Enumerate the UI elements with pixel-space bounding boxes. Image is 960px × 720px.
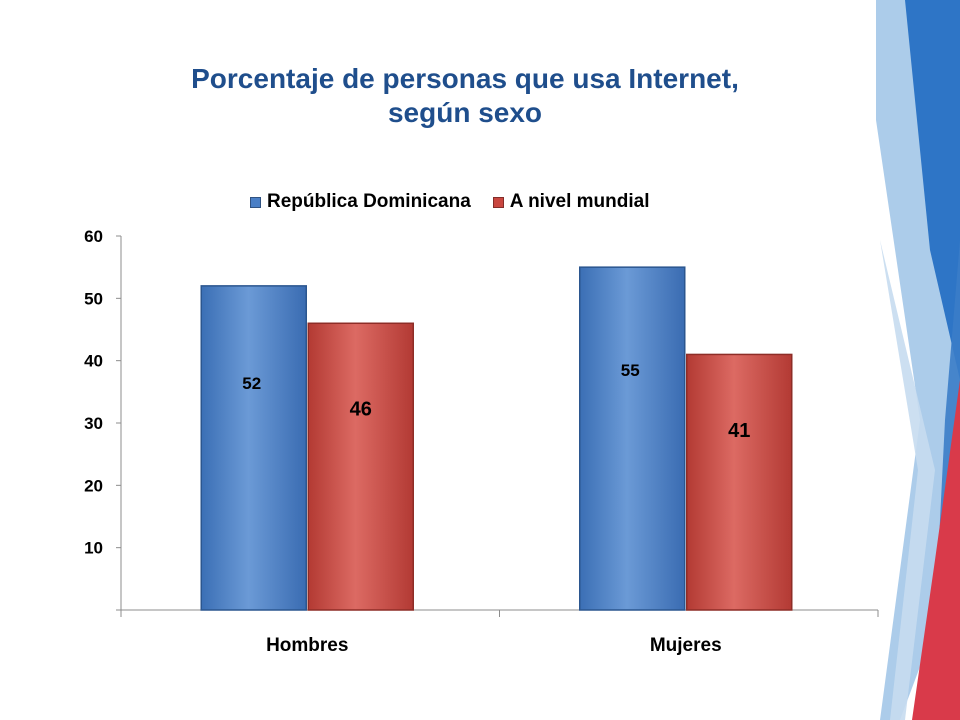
deco-ribbon-red <box>912 380 960 720</box>
y-tick-label: 40 <box>84 352 103 371</box>
data-label: 41 <box>728 420 750 442</box>
deco-ribbon-pale <box>880 240 935 720</box>
chart-title-line-2: según sexo <box>387 97 543 128</box>
legend-label-series-2: A nivel mundial <box>509 191 650 212</box>
chart-title: Porcentaje de personas que usa Internet,… <box>100 62 830 130</box>
y-tick-label: 50 <box>84 289 103 308</box>
y-tick-label: 60 <box>84 227 103 246</box>
legend-item-series-2: A nivel mundial <box>492 191 650 213</box>
bar-republica-dominicana-hombres <box>200 285 307 611</box>
data-label: 46 <box>350 398 372 420</box>
legend-swatch-series-2 <box>492 196 504 208</box>
y-tick-label: 20 <box>84 476 103 495</box>
bar-nivel-mundial-mujeres <box>686 353 793 611</box>
decorative-side-ribbons <box>876 0 960 720</box>
bar-republica-dominicana-mujeres <box>579 266 686 611</box>
x-category-label: Mujeres <box>650 635 722 656</box>
y-tick-label: 30 <box>84 414 103 433</box>
data-label: 55 <box>621 361 640 380</box>
y-tick-label: 10 <box>84 539 103 558</box>
data-label: 52 <box>242 374 261 393</box>
bar-nivel-mundial-hombres <box>307 322 414 611</box>
legend-swatch-series-1 <box>250 196 261 208</box>
legend-label-series-1: República Dominicana <box>267 191 471 212</box>
chart-legend: República Dominicana A nivel mundial <box>250 190 650 214</box>
x-category-label: Hombres <box>266 635 348 656</box>
chart-title-line-1: Porcentaje de personas que usa Internet, <box>191 63 739 94</box>
deco-ribbon-blue <box>905 0 960 380</box>
legend-item-series-1: República Dominicana <box>250 191 471 213</box>
